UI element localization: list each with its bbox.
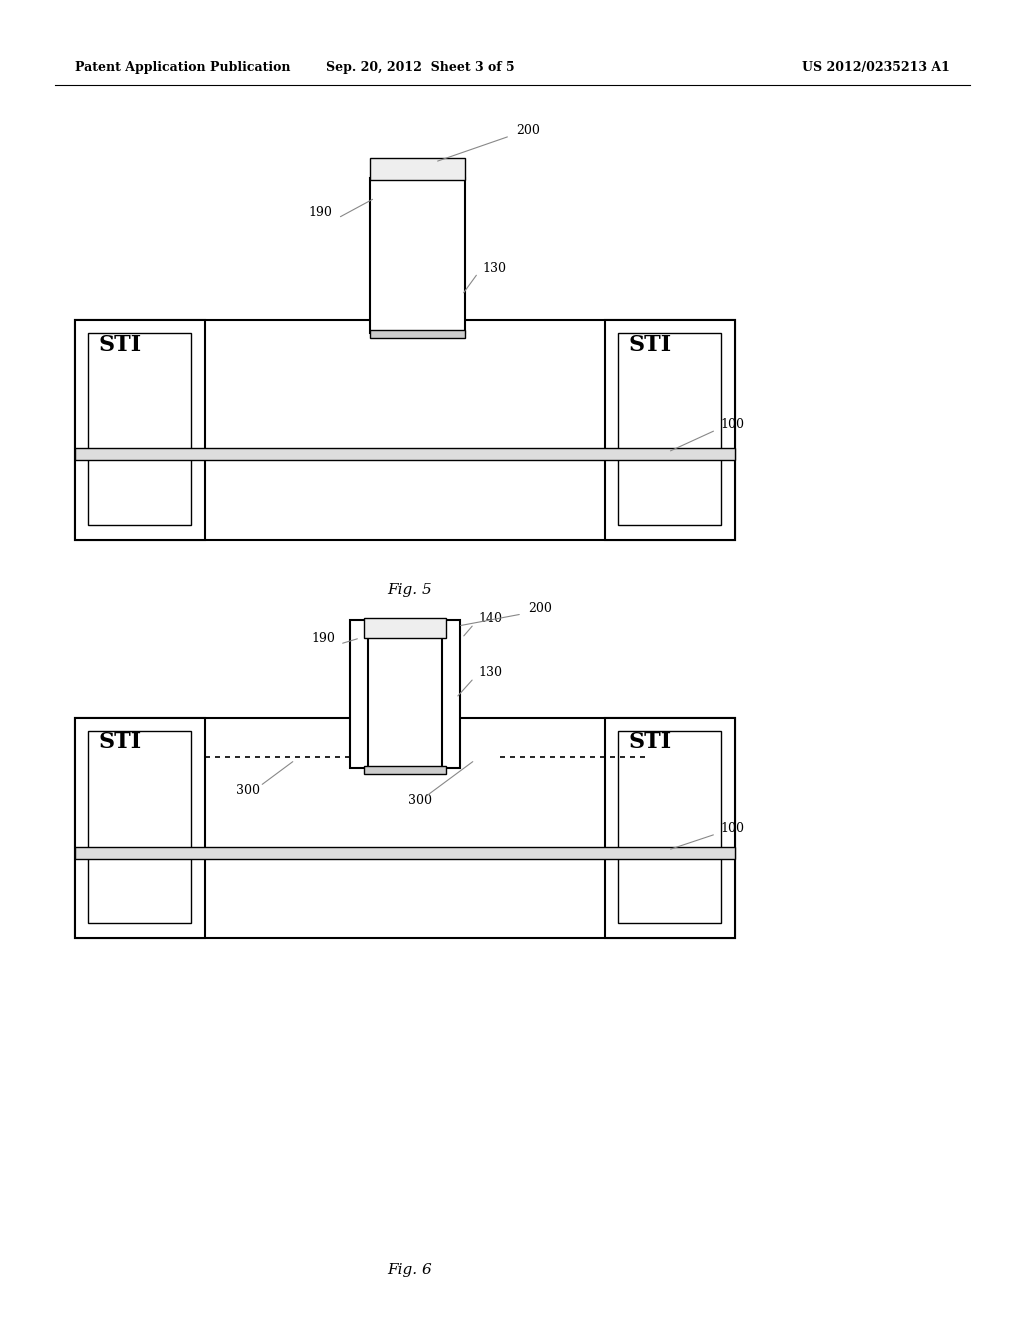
Text: 140: 140 [478,611,502,624]
Bar [88,731,191,923]
Text: 200: 200 [528,602,552,615]
Bar [618,333,721,525]
Bar [75,718,205,939]
Text: 190: 190 [308,206,332,219]
Text: Fig. 6: Fig. 6 [388,1263,432,1276]
Text: STI: STI [98,731,141,752]
Text: Fig. 5: Fig. 5 [388,583,432,597]
Text: US 2012/0235213 A1: US 2012/0235213 A1 [802,62,950,74]
Bar [350,620,460,768]
Text: 130: 130 [482,261,506,275]
Text: 300: 300 [408,793,432,807]
Text: 200: 200 [516,124,540,136]
Text: 300: 300 [236,784,260,796]
Text: 130: 130 [478,665,502,678]
Bar [75,319,735,540]
Text: STI: STI [629,334,672,356]
Bar [364,766,446,774]
Text: STI: STI [98,334,141,356]
Bar [364,618,446,638]
Text: Sep. 20, 2012  Sheet 3 of 5: Sep. 20, 2012 Sheet 3 of 5 [326,62,514,74]
Bar [370,158,465,180]
Text: Patent Application Publication: Patent Application Publication [75,62,291,74]
Bar [618,731,721,923]
Bar [88,333,191,525]
Bar [370,178,465,333]
Bar [75,847,735,859]
Text: 100: 100 [720,418,744,432]
Bar [605,718,735,939]
Bar [75,447,735,459]
Text: 100: 100 [720,821,744,834]
Bar [75,319,205,540]
Bar [368,636,442,768]
Text: 190: 190 [311,631,335,644]
Bar [75,718,735,939]
Text: STI: STI [629,731,672,752]
Bar [605,319,735,540]
Bar [370,330,465,338]
